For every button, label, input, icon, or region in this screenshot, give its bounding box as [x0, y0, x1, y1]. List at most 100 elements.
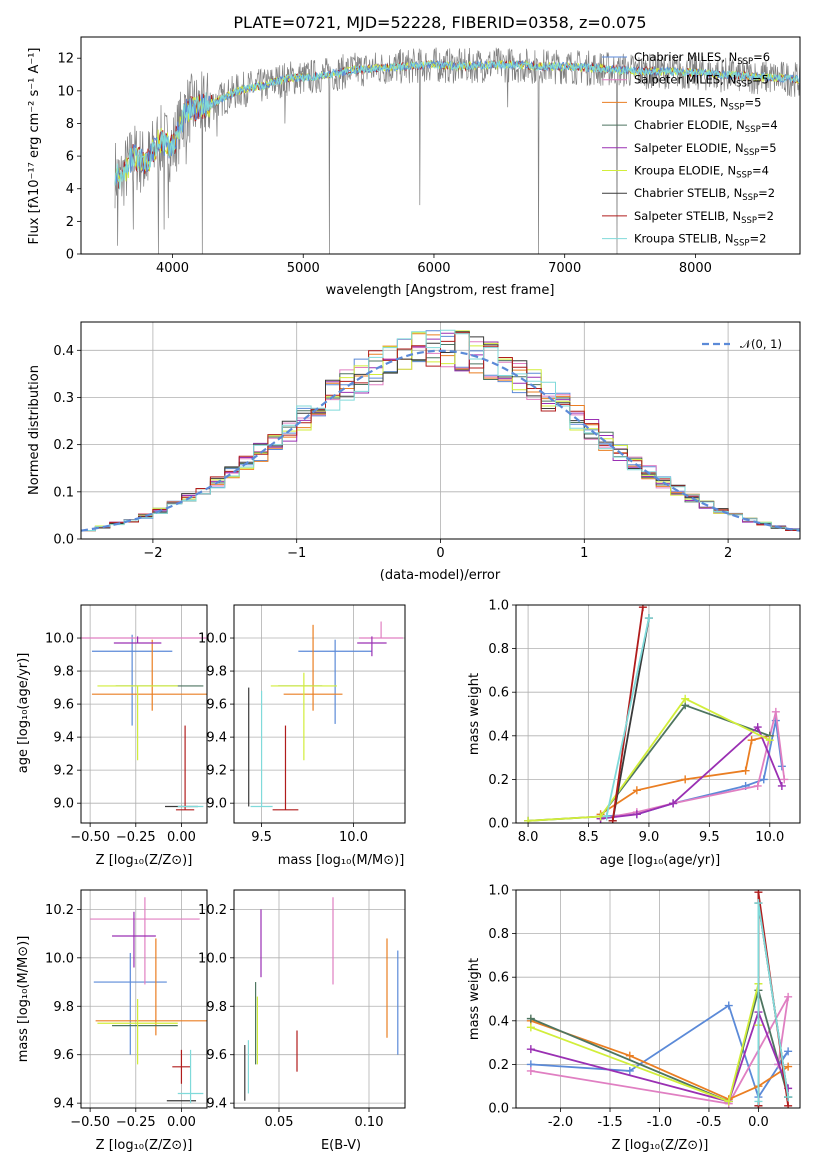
legend-nssp: =5	[752, 73, 769, 87]
y-tick-label: 10.0	[198, 951, 227, 966]
x-tick-label: -0.5	[696, 1115, 721, 1130]
mass-ebv-x-label: E(B-V)	[321, 1138, 361, 1153]
weight-z-y-label: mass weight	[467, 958, 482, 1040]
normal-curve	[81, 349, 800, 532]
weight-marker	[747, 736, 756, 745]
y-tick-label: 0.6	[488, 971, 509, 986]
y-tick-label: 0.0	[488, 817, 509, 832]
x-tick-label: 6000	[417, 261, 450, 276]
y-tick-label: 9.4	[206, 731, 227, 746]
mass-z-plot-area	[90, 897, 207, 1104]
legend-entry: Chabrier MILES, NSSP=6	[634, 50, 770, 67]
weight-z-x-label: Z [log₁₀(Z/Z⊙)]	[612, 1138, 709, 1153]
y-tick-label: 9.8	[53, 665, 74, 680]
mass-z-x-label: Z [log₁₀(Z/Z⊙)]	[96, 1138, 193, 1153]
weight-marker	[526, 1045, 535, 1054]
weight-marker	[753, 781, 762, 790]
residual-histogram	[81, 332, 800, 531]
y-tick-label: 0.1	[53, 485, 74, 500]
y-tick-label: 10.0	[45, 951, 74, 966]
legend-entry: Chabrier STELIB, NSSP=2	[634, 186, 775, 203]
age-z-y-label: age [log₁₀(age/yr)]	[16, 653, 31, 774]
legend-subscript: SSP	[729, 102, 745, 112]
y-tick-label: 1.0	[488, 599, 509, 614]
y-tick-label: 0.2	[53, 438, 74, 453]
weight-series	[530, 1004, 789, 1100]
y-tick-label: 9.0	[206, 797, 227, 812]
legend-nssp: =2	[758, 186, 775, 200]
y-tick-label: 0.2	[488, 1058, 509, 1073]
x-tick-label: 7000	[548, 261, 581, 276]
x-tick-label: 0.10	[355, 1115, 384, 1130]
weight-marker	[753, 723, 762, 732]
weight-marker	[777, 781, 786, 790]
age-mass-x-label: mass [log₁₀(M/M⊙)]	[278, 853, 405, 868]
y-tick-label: 8	[66, 117, 74, 132]
weight-series	[530, 983, 760, 1103]
weight-z-plot-area	[526, 890, 793, 1108]
y-tick-label: 0.8	[488, 927, 509, 942]
x-tick-label: 8.5	[578, 830, 599, 845]
y-tick-label: 0.8	[488, 642, 509, 657]
x-tick-label: 8000	[679, 261, 712, 276]
weight-z-panel: -2.0 -1.5 -1.0 -0.5 0.0 0.0 0.2 0.4 0.6 0.8 1.0	[488, 884, 801, 1130]
y-tick-label: 9.4	[53, 1097, 74, 1112]
x-tick-label: 2	[724, 546, 732, 561]
y-tick-label: 9.6	[53, 1048, 74, 1063]
x-tick-label: −0.25	[116, 1115, 156, 1130]
legend-subscript: SSP	[742, 193, 758, 203]
y-tick-label: 9.6	[206, 1048, 227, 1063]
weight-age-x-label: age [log₁₀(age/yr)]	[600, 853, 721, 868]
weight-marker	[681, 694, 690, 703]
x-tick-label: 0.00	[167, 1115, 196, 1130]
weight-series	[605, 617, 650, 817]
legend-entry: Salpeter ELODIE, NSSP=5	[634, 141, 777, 158]
y-tick-label: 2	[66, 215, 74, 230]
y-tick-label: 0.3	[53, 391, 74, 406]
age-mass-panel: 9.5 10.0 9.0 9.2 9.4 9.6 9.8 10.0	[198, 604, 406, 845]
y-tick-label: 9.4	[53, 731, 74, 746]
legend-subscript: SSP	[736, 171, 752, 181]
y-tick-label: 9.8	[53, 1000, 74, 1015]
x-tick-label: -1.5	[597, 1115, 622, 1130]
y-tick-label: 10.2	[198, 903, 227, 918]
mass-z-y-label: mass [log₁₀(M/M⊙)]	[16, 936, 31, 1063]
spectrum-x-label: wavelength [Angstrom, rest frame]	[326, 283, 555, 298]
legend-entry: Salpeter STELIB, NSSP=2	[634, 209, 774, 226]
x-tick-label: 9.5	[699, 830, 720, 845]
weight-marker	[526, 1066, 535, 1075]
weight-series	[528, 697, 771, 822]
y-tick-label: 9.6	[53, 698, 74, 713]
age-z-panel: −0.50 −0.25 0.00 9.0 9.2 9.4 9.6 9.8 10.0	[45, 604, 208, 845]
y-tick-label: 4	[66, 182, 74, 197]
y-tick-label: 6	[66, 150, 74, 165]
x-tick-label: 1	[580, 546, 588, 561]
weight-marker	[724, 1001, 733, 1010]
y-tick-label: 0.0	[488, 1102, 509, 1117]
y-tick-label: 0.4	[488, 1014, 509, 1029]
y-tick-label: 1.0	[488, 884, 509, 899]
residuals-y-label: Normed distribution	[27, 365, 42, 495]
residuals-x-label: (data-model)/error	[380, 568, 501, 583]
weight-marker	[784, 1047, 793, 1056]
y-tick-label: 9.4	[206, 1097, 227, 1112]
weight-marker	[754, 890, 763, 897]
weight-marker	[669, 799, 678, 808]
weight-marker	[602, 812, 611, 821]
legend-label: Salpeter MILES, N	[634, 73, 736, 87]
mass-ebv-plot-area	[244, 897, 399, 1101]
x-tick-label: 8.0	[518, 830, 539, 845]
x-tick-label: 9.0	[639, 830, 660, 845]
weight-marker	[754, 899, 763, 908]
legend-nssp: =6	[753, 50, 770, 64]
legend-entry: Chabrier ELODIE, NSSP=4	[634, 118, 778, 135]
x-tick-label: 0.00	[167, 830, 196, 845]
weight-marker	[765, 736, 774, 745]
weight-marker	[524, 816, 533, 823]
y-tick-label: 9.8	[206, 665, 227, 680]
axes-frame	[233, 604, 406, 824]
x-tick-label: 10.0	[755, 830, 784, 845]
weight-marker	[784, 992, 793, 1001]
weight-marker	[754, 1097, 763, 1106]
